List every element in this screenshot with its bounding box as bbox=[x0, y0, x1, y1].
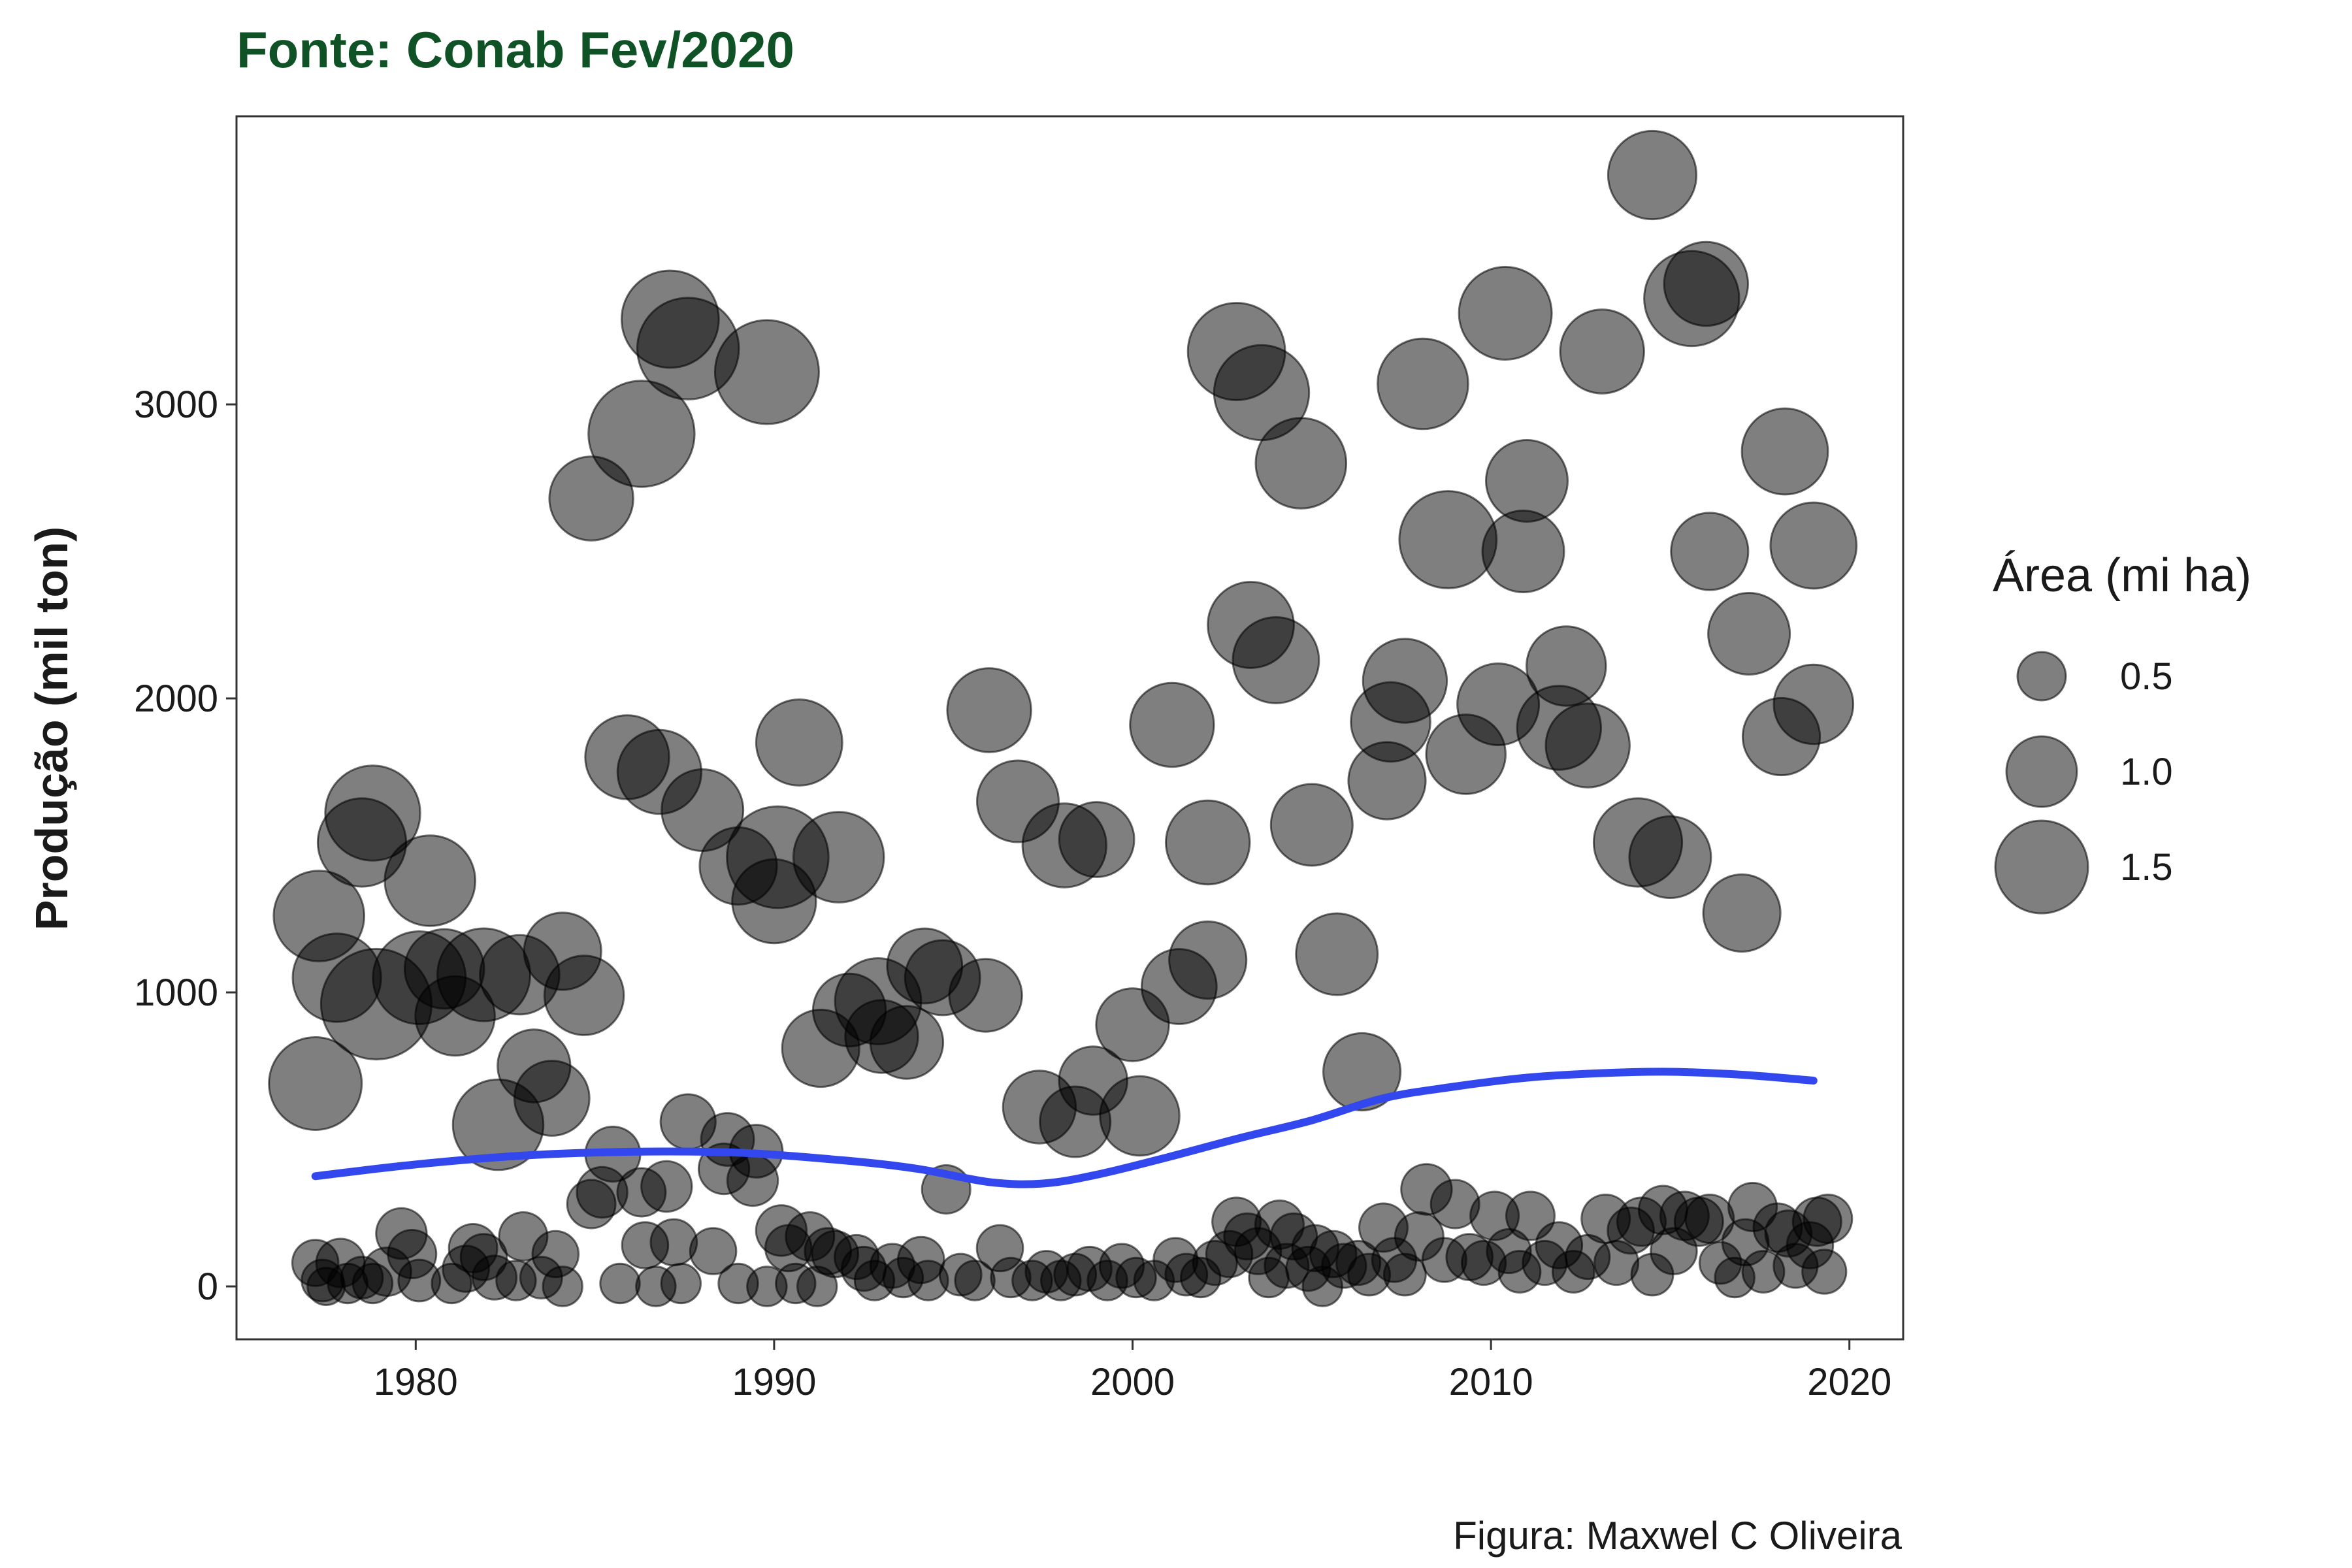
data-point bbox=[1165, 799, 1251, 886]
data-point bbox=[1707, 592, 1791, 676]
data-point bbox=[384, 834, 477, 927]
data-point bbox=[1398, 490, 1498, 589]
legend-label: 1.0 bbox=[2120, 751, 2173, 793]
data-point bbox=[1803, 1194, 1854, 1244]
data-point bbox=[1526, 625, 1607, 707]
x-tick-label: 2010 bbox=[1449, 1361, 1533, 1403]
y-axis-label: Produção (mil ton) bbox=[26, 527, 77, 930]
data-point bbox=[1740, 407, 1829, 496]
legend: Área (mi ha) 0.5 1.0 1.5 bbox=[1993, 549, 2251, 915]
y-tick-label: 0 bbox=[197, 1266, 218, 1308]
data-point bbox=[869, 1005, 945, 1080]
x-tick-label: 1990 bbox=[732, 1361, 816, 1403]
x-tick-label: 1980 bbox=[374, 1361, 458, 1403]
data-point bbox=[1772, 663, 1855, 745]
data-point bbox=[1670, 512, 1750, 591]
data-point bbox=[1058, 801, 1135, 878]
data-point bbox=[324, 764, 421, 862]
x-tick-label: 2000 bbox=[1090, 1361, 1175, 1403]
data-point bbox=[1129, 681, 1215, 768]
trend-layer bbox=[311, 1068, 1818, 1188]
data-point bbox=[946, 667, 1032, 753]
chart-caption: Figura: Maxwel C Oliveira bbox=[1453, 1514, 1902, 1558]
legend-key bbox=[1994, 819, 2089, 915]
legend-label: 0.5 bbox=[2120, 655, 2173, 698]
data-point bbox=[792, 811, 885, 904]
data-point bbox=[542, 1266, 583, 1307]
data-point bbox=[1232, 616, 1320, 704]
data-point bbox=[599, 1262, 641, 1305]
data-point bbox=[1481, 510, 1565, 593]
data-point bbox=[640, 1160, 693, 1213]
data-point bbox=[1663, 240, 1750, 327]
y-tick-label: 2000 bbox=[134, 678, 218, 720]
data-point bbox=[268, 1036, 363, 1131]
data-point bbox=[755, 698, 843, 787]
data-point bbox=[731, 858, 817, 945]
data-point bbox=[1485, 439, 1569, 523]
data-point bbox=[1628, 815, 1712, 899]
data-point bbox=[948, 958, 1023, 1033]
data-point bbox=[1362, 638, 1448, 724]
data-point bbox=[689, 1227, 738, 1275]
data-point bbox=[660, 1262, 702, 1305]
y-tick-label: 3000 bbox=[134, 384, 218, 426]
data-point bbox=[1559, 308, 1645, 395]
data-point bbox=[1607, 129, 1698, 221]
legend-label: 1.5 bbox=[2120, 846, 2173, 889]
trend-line bbox=[311, 1068, 1818, 1188]
data-point bbox=[713, 319, 820, 425]
data-point bbox=[1458, 266, 1553, 361]
legend-title: Área (mi ha) bbox=[1993, 549, 2251, 602]
data-point bbox=[1702, 873, 1782, 953]
data-point bbox=[1168, 920, 1248, 1000]
chart-subtitle: Fonte: Conab Fev/2020 bbox=[237, 21, 794, 78]
points-layer bbox=[268, 129, 1858, 1307]
x-axis: 1980 1990 2000 2010 2020 bbox=[374, 1339, 1891, 1403]
data-point bbox=[1377, 337, 1469, 431]
data-point bbox=[587, 380, 696, 488]
legend-key bbox=[2005, 735, 2078, 808]
data-point bbox=[1801, 1249, 1848, 1295]
y-tick-label: 1000 bbox=[134, 972, 218, 1014]
data-point bbox=[513, 1060, 591, 1137]
data-point bbox=[1544, 702, 1631, 789]
plot-panel-border bbox=[235, 115, 1904, 1341]
data-point bbox=[1099, 1075, 1181, 1157]
data-point bbox=[543, 955, 625, 1036]
data-point bbox=[1295, 912, 1379, 996]
x-tick-label: 2020 bbox=[1807, 1361, 1891, 1403]
y-axis: 0 1000 2000 3000 bbox=[134, 384, 237, 1308]
data-point bbox=[1322, 1032, 1402, 1112]
data-point bbox=[1769, 501, 1858, 590]
data-point bbox=[649, 1218, 698, 1267]
legend-items: 0.5 1.0 1.5 bbox=[1994, 651, 2173, 915]
legend-key bbox=[2016, 651, 2067, 702]
data-point bbox=[1269, 783, 1354, 867]
data-point bbox=[1254, 417, 1348, 510]
